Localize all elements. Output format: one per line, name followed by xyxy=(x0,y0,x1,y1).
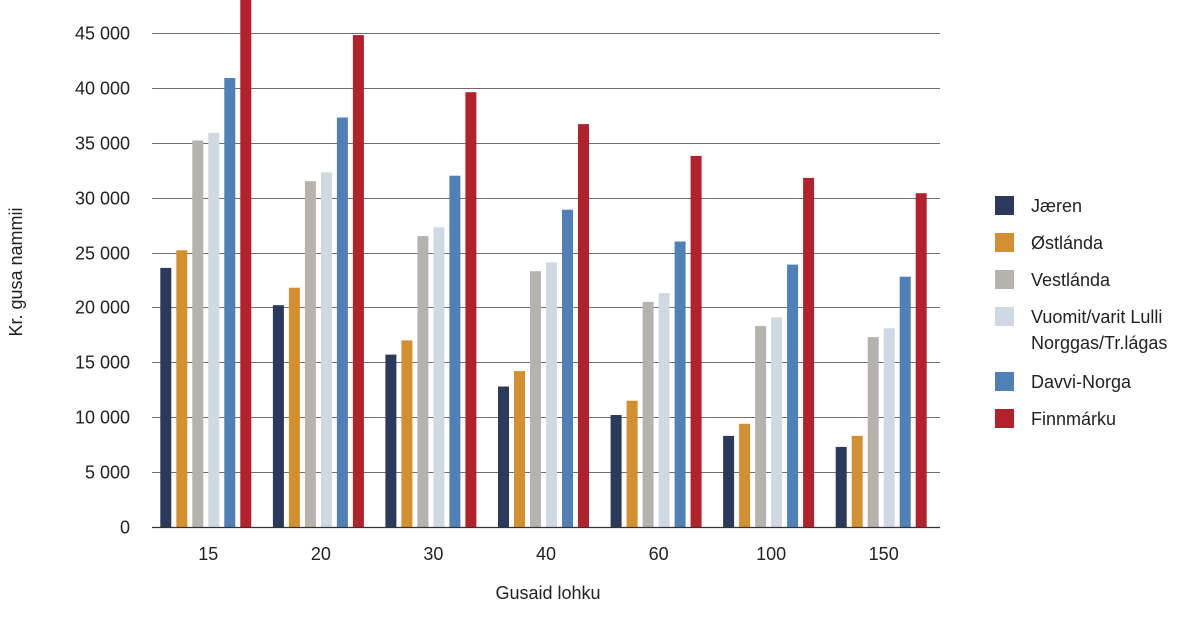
bar xyxy=(530,271,541,527)
bar xyxy=(352,35,364,527)
x-tick-label: 20 xyxy=(311,544,331,564)
bar xyxy=(288,287,300,527)
x-tick-label: 15 xyxy=(198,544,218,564)
legend-swatch xyxy=(995,307,1014,326)
y-tick-label: 30 000 xyxy=(75,189,130,209)
bar xyxy=(272,305,284,527)
x-tick-label: 150 xyxy=(869,544,899,564)
bar xyxy=(320,172,332,527)
legend-swatch xyxy=(995,270,1014,289)
bar xyxy=(304,181,316,527)
bar xyxy=(385,354,397,527)
bar xyxy=(723,435,735,527)
y-tick-label: 45 000 xyxy=(75,24,130,44)
bar xyxy=(578,124,589,527)
bar xyxy=(851,435,863,527)
y-tick-label: 5 000 xyxy=(85,463,130,483)
y-tick-label: 0 xyxy=(120,518,130,538)
legend-swatch xyxy=(995,233,1014,252)
legend-label: Finnmárku xyxy=(1031,409,1116,429)
bar xyxy=(883,328,895,527)
bar xyxy=(514,371,525,527)
bar xyxy=(642,301,654,527)
bar xyxy=(787,264,799,527)
bar xyxy=(240,0,252,528)
x-axis-title: Gusaid lohku xyxy=(495,583,600,603)
legend-label: Jæren xyxy=(1031,196,1082,216)
bar xyxy=(449,175,461,527)
bar xyxy=(626,400,638,527)
y-tick-label: 35 000 xyxy=(75,134,130,154)
bar xyxy=(417,236,429,527)
bar xyxy=(803,177,815,527)
bar xyxy=(546,262,557,527)
legend: Jæren Østlánda Vestlánda Vuomit/varit Lulli… xyxy=(995,196,1167,429)
x-tick-label: 60 xyxy=(649,544,669,564)
bar xyxy=(835,446,847,527)
legend-label: Østlánda xyxy=(1031,233,1104,253)
bar xyxy=(755,326,767,527)
bar xyxy=(336,117,348,527)
bar xyxy=(433,227,445,528)
bar xyxy=(915,193,927,527)
bar xyxy=(674,241,686,527)
x-tick-label: 30 xyxy=(423,544,443,564)
y-tick-label: 20 000 xyxy=(75,298,130,318)
bar xyxy=(899,276,911,527)
x-tick-label: 100 xyxy=(756,544,786,564)
bar xyxy=(771,317,783,527)
bar xyxy=(192,140,204,527)
legend-swatch xyxy=(995,372,1014,391)
legend-swatch xyxy=(995,196,1014,215)
bar xyxy=(160,267,172,527)
legend-label: Vuomit/varit Lulli Norggas/Tr.lágas xyxy=(1031,307,1167,353)
y-tick-label: 10 000 xyxy=(75,408,130,428)
y-tick-label: 40 000 xyxy=(75,79,130,99)
bar xyxy=(690,155,702,527)
y-tick-label: 25 000 xyxy=(75,244,130,264)
bar xyxy=(867,337,879,527)
axes: 0 5 000 10 000 15 000 20 000 25 000 30 000 35 0… xyxy=(75,24,940,564)
bar xyxy=(562,209,573,527)
bar xyxy=(658,293,670,527)
bar xyxy=(739,423,751,527)
legend-label: Davvi-Norga xyxy=(1031,372,1132,392)
legend-swatch xyxy=(995,409,1014,428)
bar xyxy=(401,340,413,527)
bar xyxy=(498,386,509,527)
y-axis-title: Kr. gusa nammii xyxy=(6,207,26,336)
y-tick-label: 15 000 xyxy=(75,353,130,373)
bar xyxy=(224,78,236,527)
x-tick-label: 40 xyxy=(536,544,556,564)
bars xyxy=(160,0,927,528)
legend-label: Vestlánda xyxy=(1031,270,1111,290)
bar xyxy=(176,250,188,528)
bar xyxy=(208,132,220,528)
bar xyxy=(465,92,477,527)
bar xyxy=(610,415,622,527)
